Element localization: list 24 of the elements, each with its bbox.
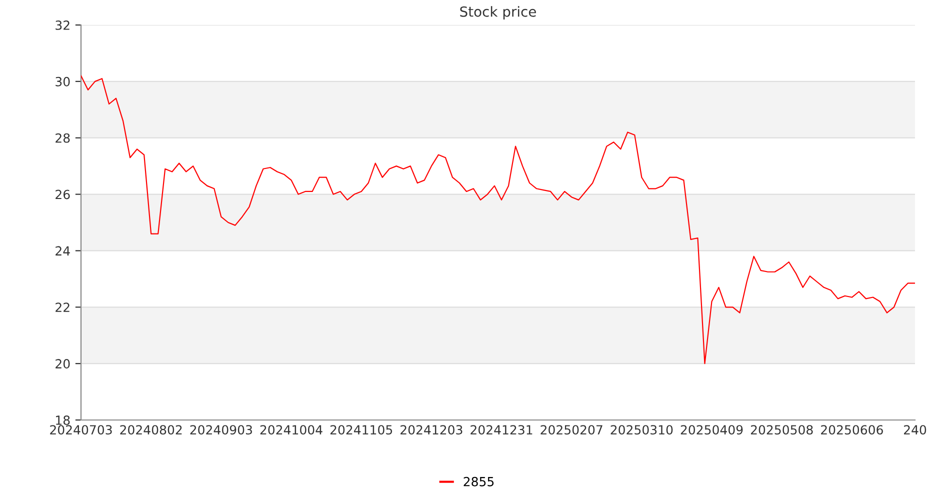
legend-label: 2855 [464,476,494,486]
x-tick-label: 240 [904,425,926,435]
y-tick-label: 26 [56,190,70,200]
x-tick-label: 20250310 [610,425,673,435]
y-tick-label: 28 [56,133,70,143]
x-tick-label: 20250207 [540,425,602,435]
y-tick-label: 22 [56,302,70,312]
y-tick-label: 32 [56,20,70,30]
x-tick-label: 20241231 [470,425,532,435]
x-tick-label: 20250606 [821,425,883,435]
chart-title: Stock price [460,6,536,20]
x-tick-label: 20241105 [330,425,392,435]
x-tick-label: 20240703 [50,425,112,435]
y-tick-label: 30 [56,76,70,86]
line-series [81,75,915,364]
x-tick-label: 20250508 [750,425,813,435]
y-tick-label: 18 [56,415,70,425]
x-tick-label: 20240802 [120,425,182,435]
x-tick-label: 20241004 [260,425,322,435]
x-tick-label: 20241203 [400,425,462,435]
y-tick-label: 20 [56,359,70,368]
y-tick-label: 24 [56,246,70,256]
x-tick-label: 20240903 [190,425,252,435]
x-tick-label: 20250409 [680,425,743,435]
